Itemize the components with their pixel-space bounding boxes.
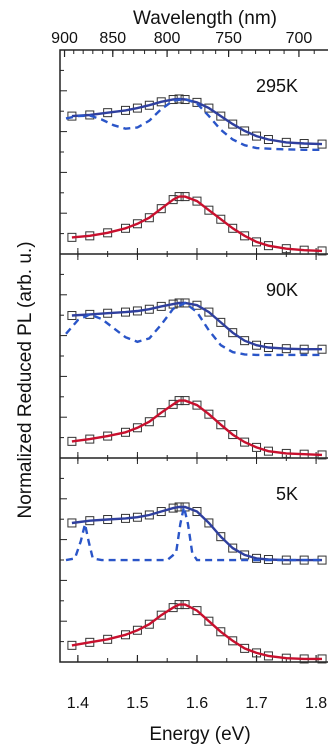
upper-data-marker <box>240 126 250 136</box>
upper-data-marker <box>204 307 214 317</box>
y-axis-title: Normalized Reduced PL (arb. u.) <box>15 241 36 518</box>
component-dashed-line <box>65 506 322 562</box>
lower-data-marker <box>132 219 142 229</box>
bottom-axis-title: Energy (eV) <box>149 724 250 745</box>
wavelength-tick-label: 850 <box>99 30 126 47</box>
lower-data-marker <box>192 400 202 410</box>
upper-data-marker <box>192 507 202 517</box>
wavelength-tick-label: 700 <box>286 30 313 47</box>
x-tick-label: 1.6 <box>186 695 208 712</box>
lower-data-marker <box>132 423 142 433</box>
lower-data-marker <box>144 417 154 427</box>
temperature-label: 90K <box>266 280 298 300</box>
lower-data-marker <box>252 237 262 247</box>
lower-data-marker <box>228 636 238 646</box>
lower-data-marker <box>192 606 202 616</box>
lower-data-marker <box>252 442 262 452</box>
lower-data-marker <box>144 213 154 223</box>
lower-data-marker <box>204 205 214 215</box>
wavelength-tick-label: 750 <box>215 30 242 47</box>
lower-data-marker <box>240 231 250 241</box>
upper-data-marker <box>216 111 226 121</box>
lower-data-marker <box>156 204 166 214</box>
lower-data-marker <box>168 603 178 613</box>
lower-fit-line <box>71 195 323 253</box>
upper-data-marker <box>216 532 226 542</box>
upper-data-marker <box>240 336 250 346</box>
lower-data-marker <box>156 408 166 418</box>
x-tick-label: 1.7 <box>245 695 267 712</box>
upper-fit-line <box>71 505 322 562</box>
upper-data-marker <box>204 103 214 113</box>
lower-data-marker <box>204 616 214 626</box>
x-tick-label: 1.5 <box>126 695 148 712</box>
upper-data-marker <box>216 317 226 327</box>
temperature-label: 5K <box>276 484 298 504</box>
top-axis-tick-labels: 900 850 800 750 700 <box>51 30 312 47</box>
lower-data-marker <box>168 195 178 205</box>
upper-fit-line <box>71 301 322 351</box>
temperature-labels: 295K 90K 5K <box>256 76 298 504</box>
lower-data-marker <box>216 627 226 637</box>
lower-data-marker <box>228 430 238 440</box>
temperature-label: 295K <box>256 76 298 96</box>
upper-data-marker <box>228 328 238 338</box>
bottom-axis-tick-labels: 1.4 1.5 1.6 1.7 1.8 <box>67 695 328 712</box>
lower-data-marker <box>144 619 154 629</box>
upper-data-marker <box>228 119 238 129</box>
lower-data-marker <box>240 643 250 653</box>
upper-data-marker <box>204 518 214 528</box>
x-tick-label: 1.8 <box>305 695 327 712</box>
x-tick-label: 1.4 <box>67 695 89 712</box>
upper-fit-line <box>71 97 323 146</box>
lower-data-marker <box>204 409 214 419</box>
axis-ticks <box>60 50 317 662</box>
component-dashed-line <box>65 301 322 357</box>
lower-data-marker <box>228 223 238 233</box>
lower-data-marker <box>192 196 202 206</box>
lower-fit-line <box>71 399 323 457</box>
wavelength-tick-label: 800 <box>154 30 181 47</box>
component-dashed-line <box>65 97 322 151</box>
lower-data-marker <box>240 437 250 447</box>
lower-data-marker <box>156 610 166 620</box>
lower-data-marker <box>132 625 142 635</box>
lower-fit-line <box>71 603 322 661</box>
upper-data-marker <box>228 543 238 553</box>
wavelength-tick-label: 900 <box>51 30 78 47</box>
lower-data-marker <box>216 420 226 430</box>
spectra-traces <box>65 94 327 664</box>
lower-data-marker <box>216 214 226 224</box>
top-axis-title: Wavelength (nm) <box>133 8 277 29</box>
